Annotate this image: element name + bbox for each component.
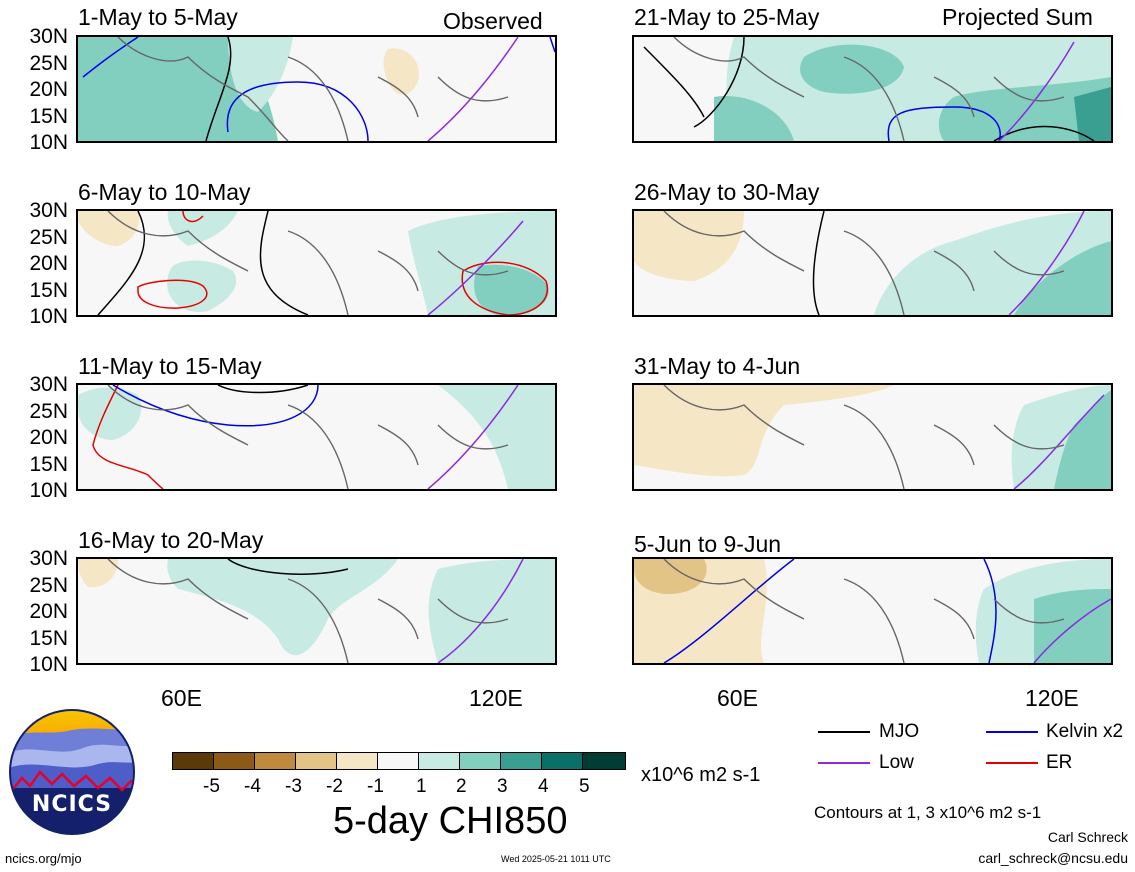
colorbar-label: -4 <box>244 776 261 797</box>
legend-low-label: Low <box>879 752 914 773</box>
map-panel-1 <box>76 35 557 143</box>
colorbar-swatch <box>254 752 296 770</box>
map-panel-8 <box>632 557 1113 665</box>
lat-label: 10N <box>29 479 68 502</box>
logo-text: NCICS <box>31 792 113 817</box>
map-panel-6-field <box>634 211 1111 315</box>
colorbar-label: 3 <box>497 776 508 797</box>
lat-label: 20N <box>29 252 68 275</box>
projected-sum-label: Projected Sum <box>942 4 1093 30</box>
ncics-logo: NCICS <box>8 708 136 836</box>
panel-title-2: 6-May to 10-May <box>78 179 251 205</box>
lat-label: 30N <box>29 373 68 396</box>
lon-label: 120E <box>1025 685 1079 711</box>
lat-label: 15N <box>29 105 68 128</box>
lon-label: 60E <box>161 685 202 711</box>
lat-label: 20N <box>29 600 68 623</box>
legend-er-label: ER <box>1046 752 1073 773</box>
panel-title-3: 11-May to 15-May <box>78 353 262 379</box>
lat-label: 15N <box>29 627 68 650</box>
map-panel-5 <box>632 35 1113 143</box>
lat-label: 25N <box>29 226 68 249</box>
colorbar-units: x10^6 m2 s-1 <box>641 764 761 786</box>
observed-label: Observed <box>443 8 543 34</box>
legend-mjo-line <box>818 731 870 733</box>
colorbar-swatch <box>418 752 460 770</box>
map-panel-4-field <box>78 559 555 663</box>
lat-label: 15N <box>29 453 68 476</box>
map-panel-7-field <box>634 385 1111 489</box>
colorbar-label: -1 <box>367 776 384 797</box>
lat-label: 10N <box>29 653 68 676</box>
lat-label: 30N <box>29 25 68 48</box>
lat-label: 25N <box>29 400 68 423</box>
map-panel-8-field <box>634 559 1111 663</box>
colorbar-swatch <box>541 752 583 770</box>
lat-label: 20N <box>29 426 68 449</box>
map-panel-5-field <box>643 37 1111 141</box>
lat-label: 30N <box>29 547 68 570</box>
colorbar-label: 1 <box>416 776 427 797</box>
colorbar-label: -5 <box>203 776 220 797</box>
legend-kelvin-label: Kelvin x2 <box>1046 721 1124 742</box>
legend-mjo-label: MJO <box>879 721 920 742</box>
lat-label: 25N <box>29 574 68 597</box>
ncics-logo-graphic <box>9 709 135 835</box>
panel-title-4: 16-May to 20-May <box>78 527 264 553</box>
legend-er-line <box>986 762 1038 764</box>
map-panel-3 <box>76 383 557 491</box>
map-panel-4 <box>76 557 557 665</box>
map-panel-2 <box>76 209 557 317</box>
panel-title-5: 21-May to 25-May <box>634 4 820 30</box>
colorbar-swatch <box>582 752 626 770</box>
map-panel-2-field <box>78 211 555 315</box>
lat-label: 25N <box>29 52 68 75</box>
main-title: 5-day CHI850 <box>333 800 568 842</box>
map-panel-6 <box>632 209 1113 317</box>
panel-title-8: 5-Jun to 9-Jun <box>634 531 782 557</box>
author-name: Carl Schreck <box>1047 829 1128 845</box>
colorbar-label: -2 <box>326 776 343 797</box>
colorbar-swatch <box>213 752 255 770</box>
author-email[interactable]: carl_schreck@ncsu.edu <box>978 850 1128 866</box>
map-panel-7 <box>632 383 1113 491</box>
timestamp: Wed 2025-05-21 1011 UTC <box>501 854 611 864</box>
colorbar-label: 4 <box>538 776 549 797</box>
colorbar-label: -3 <box>285 776 302 797</box>
lat-label: 10N <box>29 305 68 328</box>
map-panel-3-field <box>78 385 555 489</box>
map-panel-1-field <box>78 37 555 141</box>
colorbar-swatch <box>377 752 419 770</box>
source-url[interactable]: ncics.org/mjo <box>5 851 82 866</box>
colorbar <box>172 752 627 772</box>
colorbar-swatch <box>459 752 501 770</box>
colorbar-swatch <box>295 752 337 770</box>
legend-kelvin-line <box>986 731 1038 733</box>
colorbar-label: 2 <box>456 776 467 797</box>
lat-label: 15N <box>29 279 68 302</box>
lat-label: 30N <box>29 199 68 222</box>
legend-low-line <box>818 762 870 764</box>
contour-note: Contours at 1, 3 x10^6 m2 s-1 <box>814 803 1042 822</box>
panel-title-7: 31-May to 4-Jun <box>634 353 801 379</box>
lon-label: 120E <box>469 685 523 711</box>
colorbar-swatch <box>172 752 214 770</box>
panel-title-1: 1-May to 5-May <box>78 4 238 30</box>
lat-label: 10N <box>29 131 68 154</box>
lat-label: 20N <box>29 78 68 101</box>
colorbar-swatch <box>336 752 378 770</box>
colorbar-label: 5 <box>579 776 590 797</box>
panel-title-6: 26-May to 30-May <box>634 179 820 205</box>
colorbar-swatch <box>500 752 542 770</box>
lon-label: 60E <box>717 685 758 711</box>
